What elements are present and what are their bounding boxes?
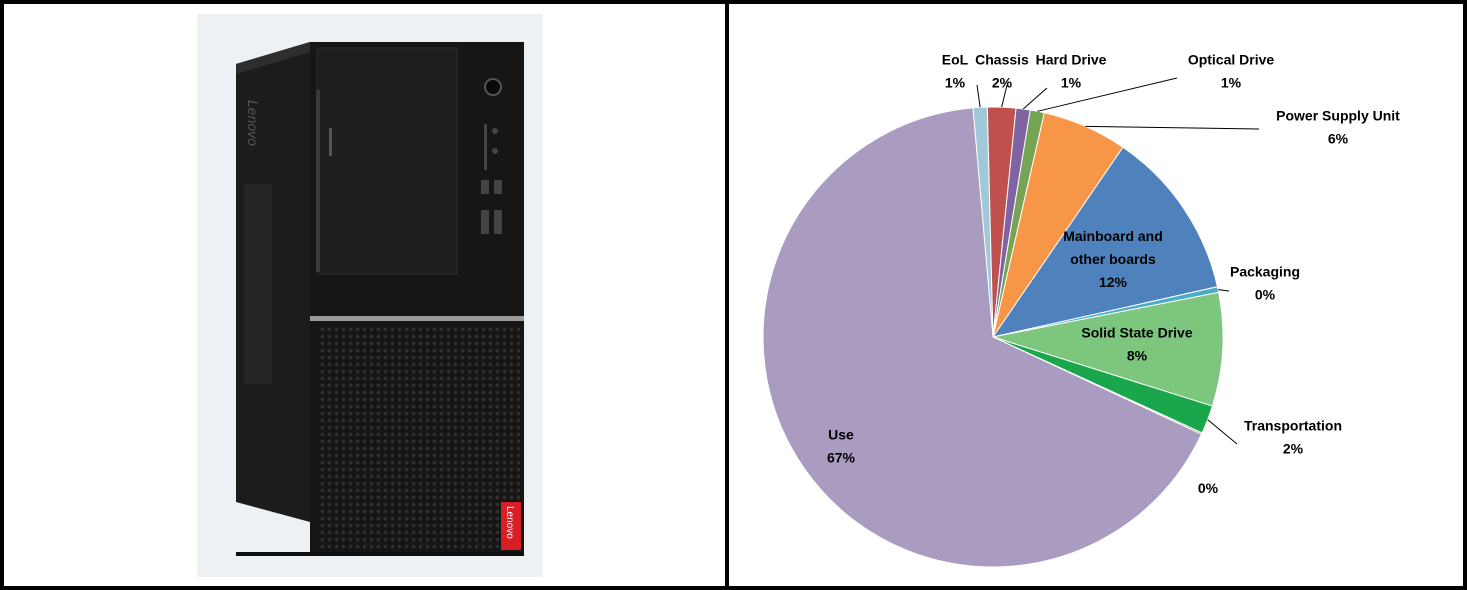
drive-bay-door [316, 47, 458, 275]
slice-labels: EoL 1%Chassis 2%Hard Drive 1% Optical Drive 1… [827, 52, 1400, 497]
panel-divider [725, 0, 729, 586]
brand-tag [501, 502, 521, 550]
slice-label: Packaging 0% [1230, 264, 1300, 303]
leader-line [1001, 84, 1008, 108]
slice-label: Optical Drive 1% [1188, 52, 1275, 91]
slice-label: Power Supply Unit 6% [1276, 108, 1400, 147]
tower-side [236, 42, 310, 522]
leader-line [1022, 87, 1048, 110]
slice-label: Mainboard and other boards 12% [1063, 228, 1163, 290]
optical-eject-slot [329, 128, 332, 156]
side-logo: Lenovo [245, 100, 261, 146]
power-button-icon [484, 78, 502, 96]
front-mesh-grille [318, 328, 522, 550]
slice-label: Hard Drive 1% [1036, 52, 1107, 91]
pie-slice-mainboard-and-other-boards [991, 146, 1219, 338]
leader-line [1037, 77, 1178, 112]
slice-label: Transportation 2% [1244, 418, 1342, 457]
pie-slice-use [762, 107, 1203, 568]
pie-chart: EoL 1%Chassis 2%Hard Drive 1% Optical Drive 1… [762, 52, 1400, 568]
product-photo-panel: Lenovo Lenovo [4, 4, 725, 582]
leader-line [1217, 289, 1230, 292]
slice-label: Chassis 2% [975, 52, 1029, 91]
leader-lines [976, 77, 1260, 445]
brand-tag-text: Lenovo [504, 506, 515, 539]
slice-label: Solid State Drive 8% [1081, 325, 1192, 364]
pie-slice-solid-state-drive [992, 291, 1224, 407]
side-vents [244, 184, 272, 384]
leader-line [1085, 125, 1260, 130]
front-ports [481, 124, 502, 234]
slice-label: 0% [1198, 480, 1219, 496]
pie-chart-panel: EoL 1% Chassis 2% Hard Drive 1% Optical Drive 1… [729, 4, 1463, 582]
slice-label: Use 67% [827, 427, 856, 466]
slice-label: EoL 1% [942, 52, 969, 91]
leader-line [976, 84, 981, 108]
desktop-tower-image: Lenovo Lenovo [197, 14, 543, 577]
pie-slices [762, 106, 1224, 568]
leader-line [1207, 419, 1238, 445]
front-trim [310, 316, 524, 321]
